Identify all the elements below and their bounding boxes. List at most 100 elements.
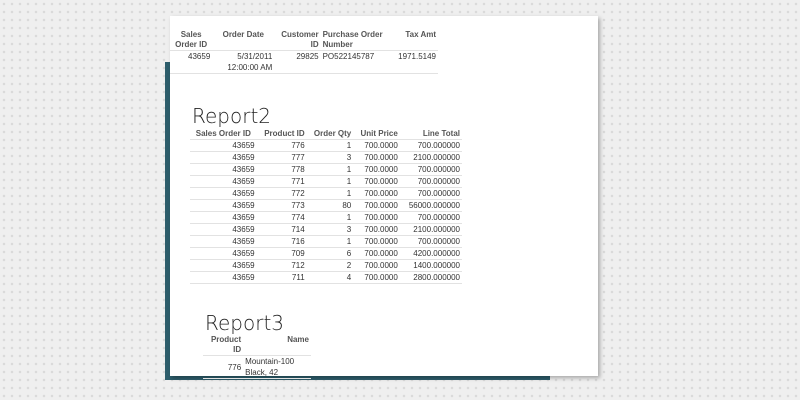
column-header: Sales Order ID [195, 129, 251, 138]
table-row: 43659 771 1 700.0000 700.000000 [190, 175, 462, 188]
report3-title: Report3 [205, 311, 285, 335]
report-page: Sales Order ID Order Date Customer ID Purch… [170, 16, 598, 379]
table-cell: 4 [306, 271, 354, 284]
table-cell: PO522145787 [320, 50, 397, 74]
column-header: Sales Order ID [175, 30, 208, 49]
table-cell: 700.000000 [399, 211, 462, 224]
table-cell: 700.0000 [353, 163, 400, 176]
table-cell: 700.000000 [399, 187, 462, 200]
table-cell: Mountain-100 Black, 42 [243, 355, 311, 379]
header-row: Sales Order ID Product ID Order Qty Unit Pr… [190, 129, 462, 140]
table-cell: 776 [256, 139, 307, 152]
column-header: Tax Amt [405, 30, 436, 39]
table-cell: 1 [306, 163, 354, 176]
table-cell: 5/31/2011 12:00:00 AM [212, 50, 275, 74]
header-row: Product ID Name [203, 335, 311, 356]
table-cell: 6 [306, 247, 354, 260]
table-cell: 1 [306, 211, 354, 224]
table-cell: 771 [256, 175, 307, 188]
table-row: 43659 776 1 700.0000 700.000000 [190, 139, 462, 152]
table-cell: 772 [256, 187, 307, 200]
table-cell: 80 [306, 199, 354, 212]
table-row: 43659 778 1 700.0000 700.000000 [190, 163, 462, 176]
header-row: Sales Order ID Order Date Customer ID Purch… [170, 30, 438, 51]
table-cell: 43659 [190, 211, 257, 224]
table-cell: 716 [256, 235, 307, 248]
table-cell: 43659 [190, 259, 257, 272]
table-cell: 700.0000 [353, 223, 400, 236]
table-cell: 43659 [190, 247, 257, 260]
table-cell: 43659 [190, 175, 257, 188]
report1-table: Sales Order ID Order Date Customer ID Purch… [170, 30, 438, 74]
table-cell: 43659 [190, 187, 257, 200]
table-cell: 43659 [170, 50, 213, 74]
table-cell: 43659 [190, 199, 257, 212]
table-cell: 714 [256, 223, 307, 236]
report3-table: Product ID Name 776 Mountain-100 Black, 42 [203, 335, 311, 379]
table-row: 43659 712 2 700.0000 1400.000000 [190, 259, 462, 272]
table-cell: 711 [256, 271, 307, 284]
table-cell: 777 [256, 151, 307, 164]
column-header: Product ID [210, 335, 242, 354]
table-cell: 700.0000 [353, 199, 400, 212]
table-cell: 700.0000 [353, 151, 400, 164]
table-cell: 700.0000 [353, 187, 400, 200]
table-cell: 774 [256, 211, 307, 224]
table-cell: 4200.000000 [399, 247, 462, 260]
table-cell: 43659 [190, 139, 257, 152]
table-cell: 700.000000 [399, 139, 462, 152]
column-header: Name [287, 335, 309, 344]
table-cell: 709 [256, 247, 307, 260]
table-cell: 3 [306, 151, 354, 164]
table-cell: 1 [306, 235, 354, 248]
table-cell: 700.0000 [353, 235, 400, 248]
table-cell: 2 [306, 259, 354, 272]
table-cell: 2800.000000 [399, 271, 462, 284]
table-cell: 56000.000000 [399, 199, 462, 212]
table-cell: 773 [256, 199, 307, 212]
table-row: 43659 5/31/2011 12:00:00 AM 29825 PO5221457… [170, 50, 438, 74]
table-row: 43659 716 1 700.0000 700.000000 [190, 235, 462, 248]
column-header: Purchase Order Number [322, 30, 383, 49]
table-cell: 43659 [190, 223, 257, 236]
column-header: Product ID [264, 129, 305, 138]
table-cell: 29825 [274, 50, 321, 74]
table-cell: 700.0000 [353, 175, 400, 188]
table-row: 43659 774 1 700.0000 700.000000 [190, 211, 462, 224]
table-cell: 776 [203, 355, 244, 379]
table-cell: 1 [306, 175, 354, 188]
table-cell: 3 [306, 223, 354, 236]
table-row: 43659 709 6 700.0000 4200.000000 [190, 247, 462, 260]
table-cell: 700.0000 [353, 139, 400, 152]
table-cell: 700.0000 [353, 259, 400, 272]
report2-title: Report2 [192, 104, 272, 128]
table-cell: 700.0000 [353, 271, 400, 284]
column-header: Order Date [222, 30, 264, 39]
table-row: 43659 772 1 700.0000 700.000000 [190, 187, 462, 200]
table-row: 776 Mountain-100 Black, 42 [203, 355, 311, 379]
table-cell: 700.000000 [399, 235, 462, 248]
table-cell: 43659 [190, 151, 257, 164]
table-row: 43659 711 4 700.0000 2800.000000 [190, 271, 462, 284]
table-cell: 1 [306, 139, 354, 152]
table-row: 43659 777 3 700.0000 2100.000000 [190, 151, 462, 164]
table-cell: 43659 [190, 235, 257, 248]
column-header: Customer ID [281, 30, 319, 49]
table-cell: 2100.000000 [399, 151, 462, 164]
table-cell: 1971.5149 [396, 50, 438, 74]
column-header: Line Total [422, 129, 460, 138]
table-cell: 778 [256, 163, 307, 176]
table-row: 43659 714 3 700.0000 2100.000000 [190, 223, 462, 236]
table-cell: 1 [306, 187, 354, 200]
column-header: Order Qty [313, 129, 352, 138]
table-cell: 712 [256, 259, 307, 272]
table-cell: 43659 [190, 271, 257, 284]
table-cell: 700.000000 [399, 175, 462, 188]
column-header: Unit Price [360, 129, 398, 138]
table-cell: 1400.000000 [399, 259, 462, 272]
report2-table: Sales Order ID Product ID Order Qty Unit Pr… [190, 129, 462, 284]
table-row: 43659 773 80 700.0000 56000.000000 [190, 199, 462, 212]
table-cell: 700.000000 [399, 163, 462, 176]
table-cell: 43659 [190, 163, 257, 176]
table-cell: 700.0000 [353, 211, 400, 224]
